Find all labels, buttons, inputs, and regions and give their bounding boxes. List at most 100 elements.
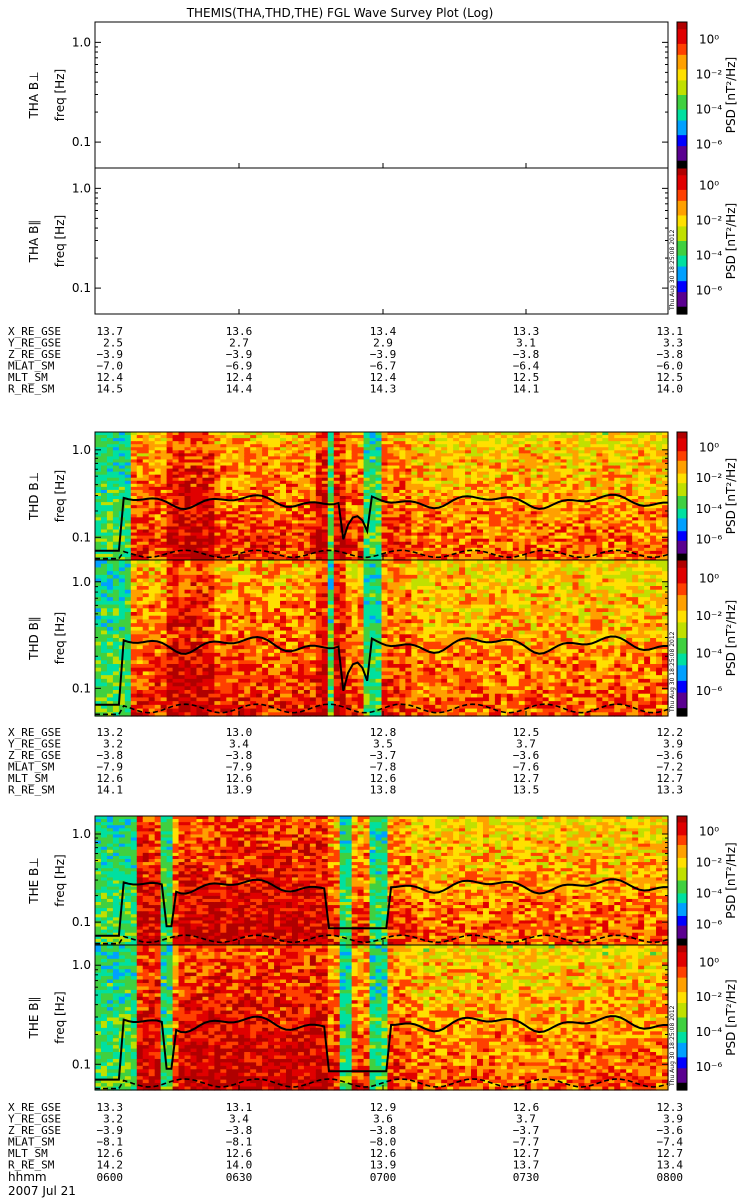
heatmap-cell	[106, 630, 114, 635]
heatmap-cell	[124, 656, 132, 661]
colorbar-swatch	[677, 62, 687, 67]
heatmap-cell	[166, 623, 174, 628]
heatmap-cell	[166, 630, 174, 635]
colorbar-frame	[676, 167, 688, 315]
y-tick-label: 0.1	[72, 135, 91, 149]
colorbar-swatch	[677, 200, 687, 206]
heatmap-cell	[112, 462, 120, 467]
heatmap-cell	[178, 593, 186, 598]
heatmap-cell	[100, 675, 108, 680]
heatmap-cell	[100, 656, 108, 661]
heatmap-cell	[95, 496, 102, 500]
heatmap-cell	[106, 675, 114, 680]
heatmap-cell	[142, 626, 150, 632]
heatmap-cell	[112, 560, 120, 565]
heatmap-cell	[100, 453, 108, 457]
heatmap-cell	[136, 701, 144, 706]
y-tick-label: 1.0	[72, 443, 91, 457]
heatmap-cell	[124, 693, 132, 699]
colorbar-swatch	[677, 233, 687, 238]
heatmap-cell	[112, 523, 120, 528]
colorbar-swatch	[677, 142, 687, 147]
colorbar-swatch	[677, 168, 687, 173]
heatmap-cell	[190, 671, 198, 676]
heatmap-cell	[106, 514, 114, 518]
heatmap-cell	[154, 656, 162, 661]
heatmap-cell	[106, 597, 114, 602]
colorbar-swatch	[677, 95, 687, 100]
heatmap-cell	[160, 667, 168, 673]
heatmap-cell	[160, 682, 168, 687]
heatmap-cell	[124, 567, 132, 572]
heatmap-cell	[142, 645, 150, 650]
heatmap-cell	[118, 544, 126, 549]
heatmap-cell	[148, 608, 156, 613]
heatmap-cell	[124, 574, 132, 580]
heatmap-cell	[106, 660, 114, 665]
heatmap-cell	[178, 708, 186, 713]
heatmap-cell	[106, 641, 114, 647]
heatmap-cell	[148, 626, 156, 632]
heatmap-cell	[106, 535, 114, 540]
heatmap-cell	[95, 697, 102, 702]
heatmap-cell	[172, 671, 180, 676]
heatmap-cell	[118, 541, 126, 546]
heatmap-cell	[106, 671, 114, 676]
heatmap-cell	[100, 520, 108, 525]
heatmap-cell	[95, 649, 102, 654]
heatmap-cell	[95, 678, 102, 684]
heatmap-cell	[118, 582, 126, 587]
heatmap-cell	[106, 492, 114, 497]
heatmap-cell	[100, 486, 108, 491]
heatmap-cell	[106, 686, 114, 691]
heatmap-cell	[124, 660, 132, 665]
heatmap-cell	[172, 664, 180, 669]
heatmap-cell	[124, 626, 132, 632]
heatmap-cell	[130, 589, 138, 595]
heatmap-cell	[124, 444, 132, 448]
heatmap-cell	[178, 560, 186, 565]
heatmap-cell	[184, 608, 192, 613]
heatmap-cell	[184, 604, 192, 609]
heatmap-cell	[106, 447, 114, 451]
heatmap-cell	[106, 567, 114, 572]
colorbar-swatch	[677, 251, 687, 257]
heatmap-cell	[184, 560, 192, 565]
heatmap-cell	[136, 563, 144, 569]
heatmap-cell	[95, 523, 102, 528]
heatmap-cell	[154, 589, 162, 595]
heatmap-cell	[130, 586, 138, 591]
heatmap-cell	[130, 690, 138, 695]
heatmap-cell	[118, 556, 126, 561]
colorbar-swatch	[677, 76, 687, 81]
heatmap-cell	[106, 593, 114, 598]
heatmap-cell	[184, 589, 192, 595]
heatmap-cell	[148, 682, 156, 687]
colorbar-tick-label: 10⁻²	[696, 214, 723, 228]
heatmap-cell	[118, 600, 126, 606]
heatmap-cell	[95, 667, 102, 673]
heatmap-cell	[124, 589, 132, 595]
heatmap-cell	[124, 593, 132, 598]
heatmap-cell	[190, 708, 198, 713]
heatmap-cell	[112, 608, 120, 613]
heatmap-cell	[112, 660, 120, 665]
heatmap-cell	[118, 626, 126, 632]
heatmap-cell	[100, 571, 108, 576]
heatmap-cell	[95, 693, 102, 699]
heatmap-cell	[178, 604, 186, 609]
heatmap-cell	[112, 582, 120, 587]
heatmap-cell	[184, 574, 192, 580]
heatmap-cell	[100, 538, 108, 543]
heatmap-cell	[100, 630, 108, 635]
heatmap-cell	[95, 471, 102, 476]
heatmap-cell	[124, 480, 132, 485]
heatmap-cell	[95, 660, 102, 665]
heatmap-cell	[106, 550, 114, 555]
heatmap-cell	[95, 511, 102, 515]
heatmap-cell	[118, 529, 126, 534]
heatmap-cell	[190, 678, 198, 684]
colorbar-swatch	[677, 306, 687, 311]
heatmap-cell	[184, 571, 192, 576]
